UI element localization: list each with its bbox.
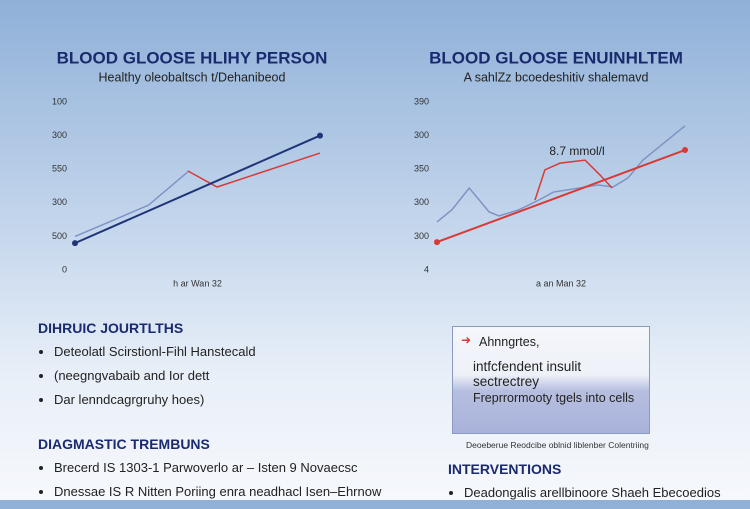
data-line bbox=[436, 125, 686, 223]
bullet: (neegngvabaib and Ior dett bbox=[54, 368, 256, 383]
section-title: INTERVENTIONS bbox=[448, 461, 562, 477]
section: INTERVENTIONS Deadongalis arellbinoore S… bbox=[448, 461, 721, 509]
y-tick-label: 300 bbox=[414, 130, 429, 140]
bullet-list: Deteolatl Scirstionl-Fihl Hanstecald (ne… bbox=[38, 344, 256, 407]
line-marker bbox=[682, 147, 688, 154]
data-line bbox=[187, 152, 321, 188]
y-tick-label: 4 bbox=[424, 264, 429, 274]
y-tick-label: 500 bbox=[52, 231, 67, 241]
y-tick-label: 300 bbox=[52, 130, 67, 140]
y-tick-label: 350 bbox=[414, 164, 429, 174]
chart-subtitle: A sahlZz bcoedeshitiv shalemavd bbox=[464, 70, 649, 84]
chart-title: BLOOD GLOOSE ENUINHLTEM bbox=[429, 48, 683, 67]
y-tick-label: 550 bbox=[52, 164, 67, 174]
section: DIAGMASTIC TREMBUNS Brecerd IS 1303-1 Pa… bbox=[38, 436, 381, 508]
x-axis-label: a an Man 32 bbox=[536, 278, 586, 288]
data-line bbox=[534, 159, 613, 201]
chart-title: BLOOD GLOOSE HLIHY PERSON bbox=[57, 48, 328, 67]
line-marker bbox=[434, 239, 440, 246]
x-axis-label: h ar Wan 32 bbox=[173, 278, 222, 288]
y-tick-label: 300 bbox=[414, 197, 429, 207]
bullet: Deteolatl Scirstionl-Fihl Hanstecald bbox=[54, 344, 256, 359]
callout-box: ➜ Ahnngrtes, intfcfendent insulit sectre… bbox=[452, 326, 650, 434]
callout-text: intfcfendent insulit sectrectrey bbox=[473, 359, 582, 389]
bullet: Deadongalis arellbinoore Shaeh Ebecoedio… bbox=[464, 485, 721, 500]
callout-text: Freprrormooty tgels into cells bbox=[473, 391, 635, 405]
y-tick-label: 100 bbox=[52, 96, 67, 106]
bullet: Brecerd IS 1303-1 Parwoverlo ar – Isten … bbox=[54, 460, 381, 475]
annotation: 8.7 mmol/l bbox=[549, 144, 604, 158]
callout-caption: Deoeberue Reodcibe oblnid liblenber Cole… bbox=[466, 440, 649, 450]
line-marker bbox=[72, 240, 78, 247]
data-line bbox=[74, 134, 321, 245]
arrow-icon: ➜ bbox=[461, 333, 472, 347]
callout-text: Ahnngrtes, bbox=[479, 335, 540, 349]
section: DIHRUIC JOURTLTHS Deteolatl Scirstionl-F… bbox=[38, 320, 256, 416]
y-tick-label: 300 bbox=[414, 231, 429, 241]
chart-subtitle: Healthy oleobaltsch t/Dehanibeod bbox=[99, 70, 286, 84]
line-marker bbox=[317, 132, 323, 139]
y-tick-label: 0 bbox=[62, 264, 67, 274]
section-title: DIAGMASTIC TREMBUNS bbox=[38, 436, 210, 452]
data-line bbox=[74, 171, 189, 238]
data-line bbox=[436, 149, 686, 244]
bullet: Dar lenndcagrgruhy hoes) bbox=[54, 392, 256, 407]
bullet-list: Deadongalis arellbinoore Shaeh Ebecoedio… bbox=[448, 485, 721, 500]
section-title: DIHRUIC JOURTLTHS bbox=[38, 320, 184, 336]
bullet: Dnessae IS R Nitten Poriing enra neadhac… bbox=[54, 484, 381, 499]
y-tick-label: 390 bbox=[414, 96, 429, 106]
bullet-list: Brecerd IS 1303-1 Parwoverlo ar – Isten … bbox=[38, 460, 381, 499]
y-tick-label: 300 bbox=[52, 197, 67, 207]
